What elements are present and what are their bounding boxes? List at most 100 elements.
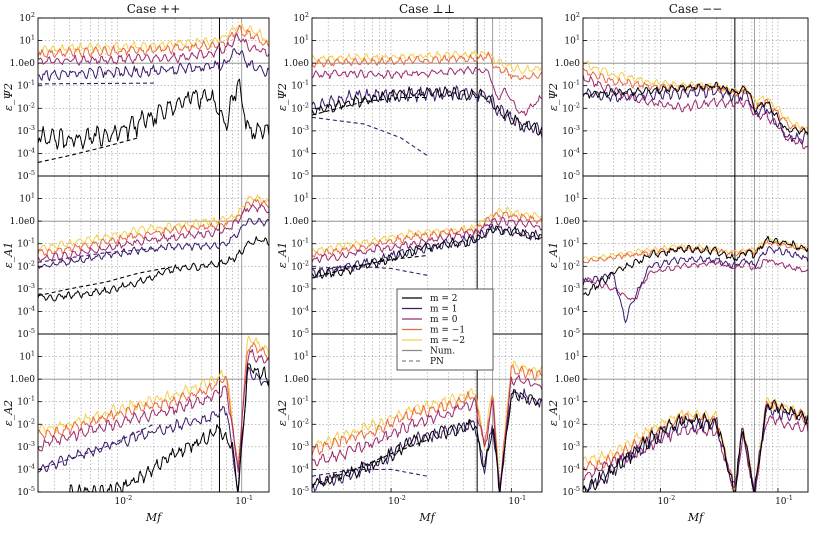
y-tick-label: 1.0e0	[555, 59, 581, 69]
y-tick-label: 10-5	[562, 327, 580, 340]
y-tick-label: 10-4	[562, 146, 580, 159]
y-tick-label: 10-5	[17, 169, 35, 182]
series-m-1-num	[38, 198, 269, 256]
panel-r1-c0: 10-5 10-4 10-3 10-2 10-1 1.0e0 101 ε_A1	[2, 175, 270, 340]
y-tick-label: 101	[564, 350, 580, 363]
y-tick-label: 1.0e0	[284, 375, 310, 385]
legend-box	[396, 288, 494, 371]
series-m-2-num	[312, 50, 542, 75]
y-tick-label: 1.0e0	[555, 375, 581, 385]
y-tick-label: 10-4	[17, 146, 35, 159]
y-tick-label: 1.0e0	[10, 59, 36, 69]
series-m0-num	[38, 33, 269, 66]
row-label: ε_A1	[2, 242, 15, 268]
y-tick-label: 10-2	[562, 417, 580, 430]
series-m1-num	[38, 217, 269, 269]
y-tick-label: 10-4	[291, 304, 309, 317]
series-m1-pn	[38, 82, 154, 85]
series-m0-num	[38, 348, 269, 473]
row-label: ε_Ψ2	[276, 83, 289, 111]
series-m2-pn	[38, 137, 139, 163]
legend-label: m = −2	[430, 336, 465, 346]
series-group	[38, 194, 269, 302]
row-label: ε_A2	[2, 400, 15, 426]
series-m0-num	[312, 66, 542, 116]
y-tick-label: 10-4	[291, 146, 309, 159]
y-tick-label: 10-5	[562, 485, 580, 498]
series-m2-pn	[312, 254, 428, 279]
series-m2-pn	[38, 265, 176, 297]
x-tick-label: 10-1	[508, 494, 526, 507]
series-m1-pn	[312, 265, 428, 276]
series-group	[312, 50, 542, 157]
y-tick-label: 10-4	[17, 304, 35, 317]
y-tick-label: 10-2	[562, 259, 580, 272]
y-tick-label: 1.0e0	[10, 375, 36, 385]
x-tick-label: 10-2	[657, 494, 675, 507]
y-tick-label: 10-3	[562, 440, 580, 453]
series-m1-pn	[312, 116, 428, 157]
y-tick-label: 10-2	[562, 101, 580, 114]
y-tick-label: 10-3	[562, 124, 580, 137]
y-tick-label: 10-3	[291, 440, 309, 453]
row-label: ε_Ψ2	[547, 83, 560, 111]
row-label: ε_Ψ2	[2, 83, 15, 111]
y-tick-label: 10-1	[17, 395, 35, 408]
legend-label: m = −1	[430, 326, 465, 336]
grid	[583, 17, 808, 177]
series-group	[583, 60, 808, 150]
y-tick-label: 10-2	[291, 259, 309, 272]
x-tick-labels: 10-2 10-1	[115, 488, 253, 507]
panel-frame	[582, 333, 809, 493]
panel-r0-c2: 10-5 10-4 10-3 10-2 10-1 1.0e0 101 102 ε_Ψ2	[547, 11, 809, 182]
y-tick-label: 10-5	[17, 327, 35, 340]
series-m2-num	[38, 236, 269, 302]
series-m2-num	[312, 388, 542, 492]
y-tick-label: 10-5	[291, 327, 309, 340]
column-title-2: Case −−	[669, 2, 723, 16]
y-tick-label: 10-2	[17, 259, 35, 272]
y-tick-label: 10-4	[562, 462, 580, 475]
y-tick-label: 10-2	[291, 101, 309, 114]
y-tick-label: 10-2	[17, 101, 35, 114]
y-tick-label: 10-3	[17, 282, 35, 295]
series-m1-num	[38, 366, 269, 490]
x-axis-label: Mf	[145, 511, 163, 524]
series-m2-num	[312, 225, 542, 279]
series-m-1-num	[312, 364, 542, 492]
series-m1-num	[312, 85, 542, 138]
row-label: ε_A2	[276, 400, 289, 426]
y-tick-label: 101	[564, 34, 580, 47]
series-group	[38, 335, 269, 492]
y-tick-label: 10-4	[17, 462, 35, 475]
panel-frame	[37, 333, 270, 493]
series-m1-num	[583, 246, 808, 324]
y-tick-label: 10-3	[17, 440, 35, 453]
row-label: ε_A1	[547, 242, 560, 268]
series-m2-num	[69, 363, 269, 492]
series-m-1-num	[312, 51, 542, 81]
y-tick-label: 1.0e0	[284, 217, 310, 227]
y-tick-label: 10-1	[17, 237, 35, 250]
column-title-1: Case ⊥⊥	[399, 2, 455, 16]
x-tick-label: 10-1	[775, 494, 793, 507]
x-axis-label: Mf	[418, 511, 436, 524]
grid	[38, 175, 269, 335]
y-tick-label: 10-1	[562, 395, 580, 408]
series-m2-num	[583, 399, 808, 492]
y-tick-label: 10-1	[17, 79, 35, 92]
series-m1-num	[38, 48, 269, 82]
x-tick-labels: 10-2 10-1	[388, 488, 526, 507]
row-label: ε_A2	[547, 400, 560, 426]
series-m2-pn	[312, 96, 428, 116]
y-tick-label: 101	[19, 192, 35, 205]
series-group	[583, 396, 808, 492]
series-m-2-num	[38, 23, 269, 55]
y-tick-label: 10-3	[17, 124, 35, 137]
legend-label: m = 0	[430, 315, 458, 325]
series-m0-num	[583, 258, 808, 301]
row-label: ε_A1	[276, 242, 289, 268]
y-tick-label: 10-1	[562, 237, 580, 250]
